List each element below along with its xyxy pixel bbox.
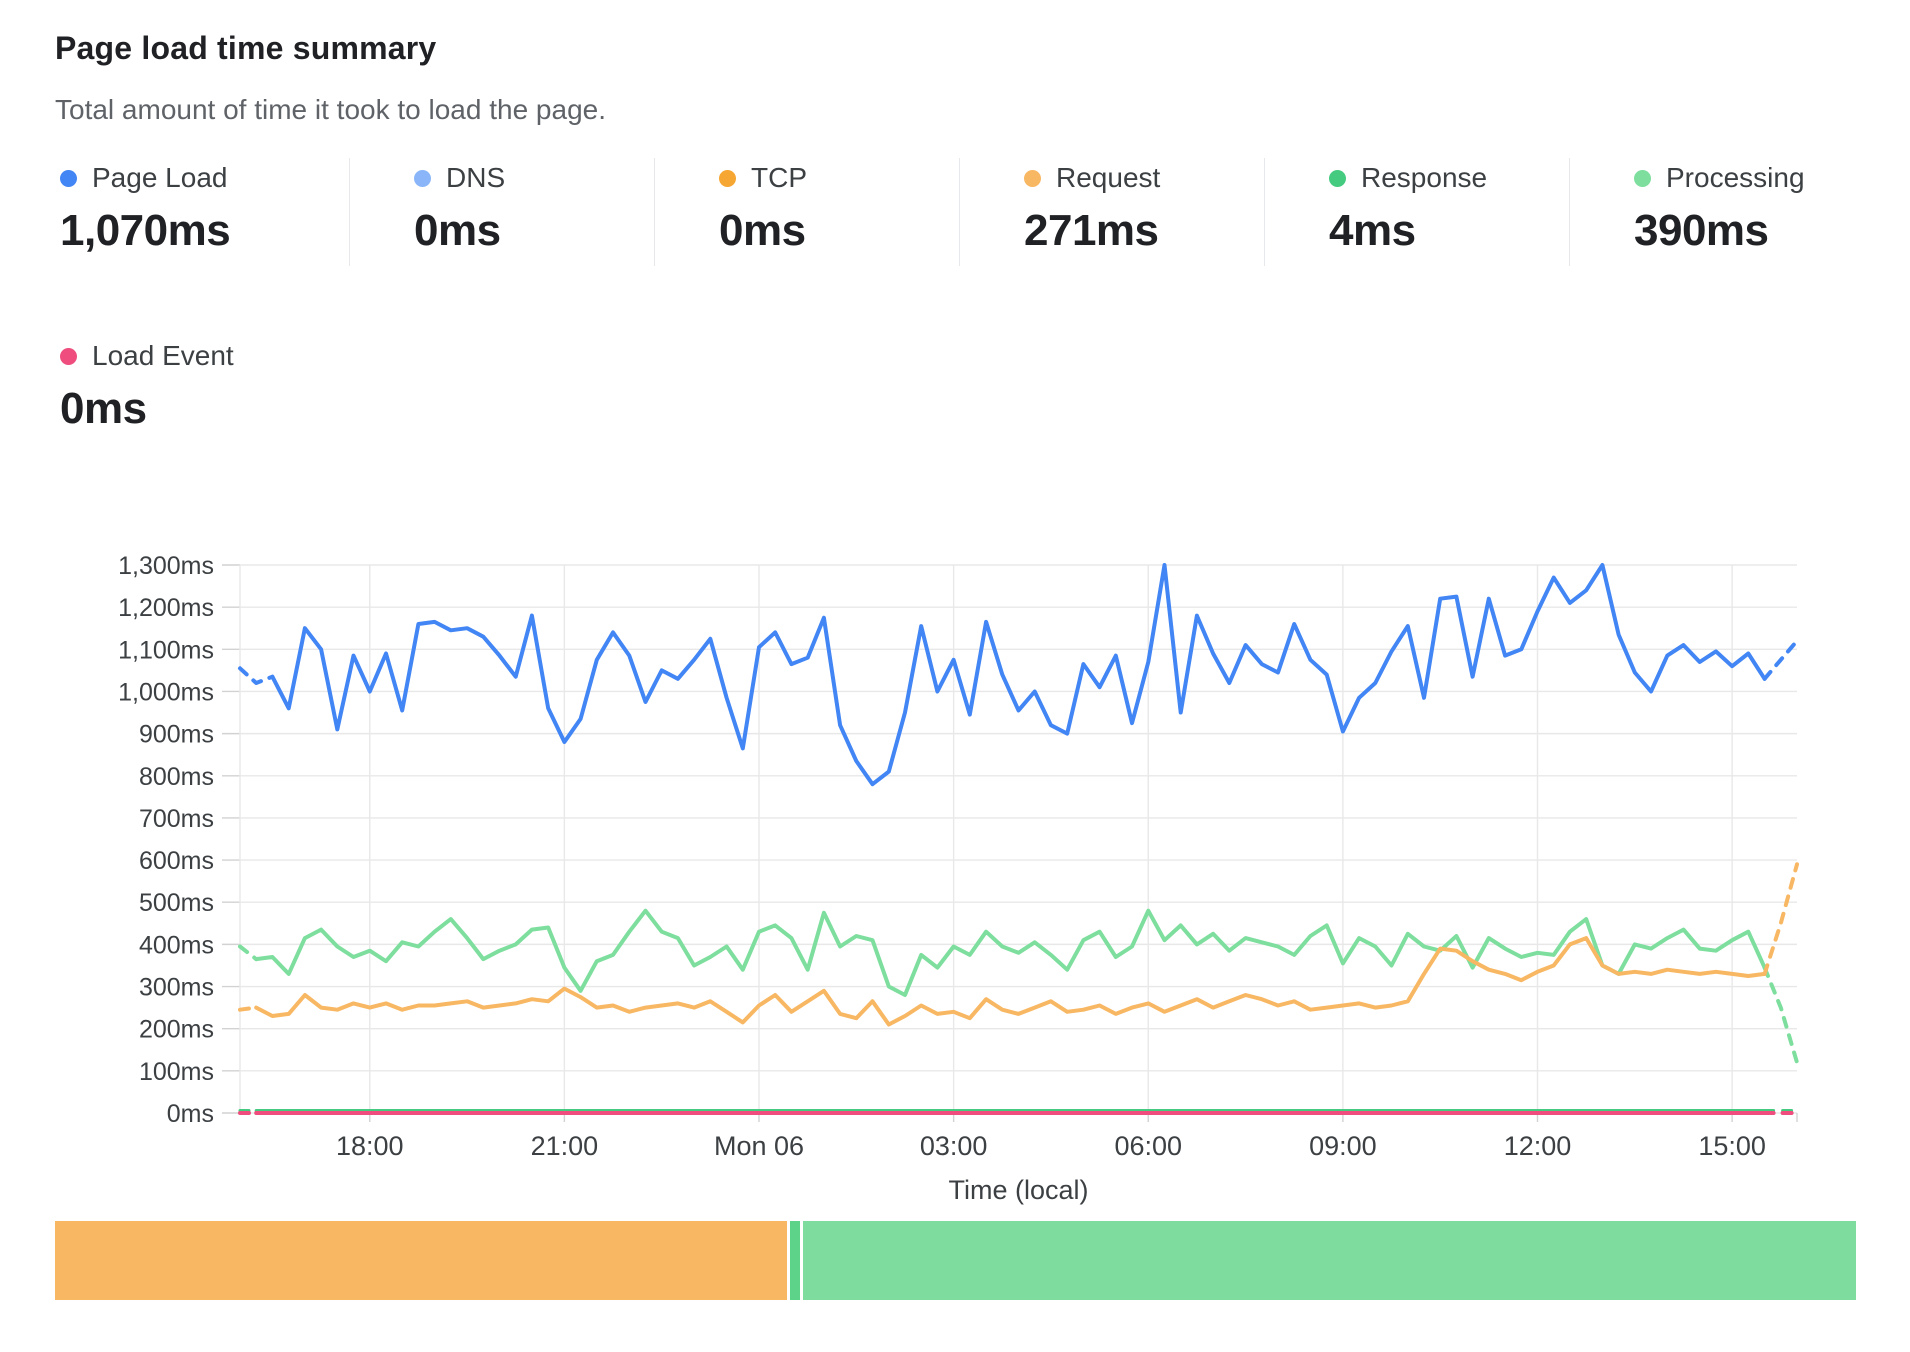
series-page-load-dashed-start xyxy=(238,666,275,685)
metric-label: Page Load xyxy=(92,162,228,193)
y-axis-label: 1,100ms xyxy=(118,636,214,664)
y-axis-label: 500ms xyxy=(139,889,214,917)
page-title: Page load time summary xyxy=(55,30,437,66)
metric-value: 390ms xyxy=(1634,206,1769,255)
y-axis-label: 1,000ms xyxy=(118,678,214,706)
x-axis-label: 06:00 xyxy=(1114,1131,1182,1161)
metric-load-event: Load Event 0ms xyxy=(44,336,234,444)
metric-value: 271ms xyxy=(1024,206,1159,255)
metric-value: 0ms xyxy=(719,206,806,255)
metric-response: Response 4ms xyxy=(1264,158,1569,266)
x-axis-label: Mon 06 xyxy=(714,1131,804,1161)
metric-tcp: TCP 0ms xyxy=(654,158,959,266)
response-legend-dot-icon xyxy=(1329,169,1346,187)
x-axis-title: Time (local) xyxy=(948,1175,1088,1205)
metric-value: 0ms xyxy=(414,206,501,255)
y-axis-label: 300ms xyxy=(139,974,214,1002)
metric-label: Load Event xyxy=(92,340,234,371)
series-processing-dashed-start xyxy=(238,944,259,962)
metric-value: 1,070ms xyxy=(60,206,231,255)
x-axis-label: 12:00 xyxy=(1504,1131,1572,1161)
breakdown-segment-request[interactable] xyxy=(55,1221,787,1300)
metrics-row: Page Load 1,070ms DNS 0ms TCP 0ms Reques… xyxy=(44,158,1874,266)
metric-value: 4ms xyxy=(1329,206,1416,255)
breakdown-segment-processing[interactable] xyxy=(803,1221,1856,1300)
y-axis-label: 1,200ms xyxy=(118,594,214,622)
metric-label: Response xyxy=(1361,162,1488,193)
breakdown-segment-response[interactable] xyxy=(789,1221,801,1300)
metric-request: Request 271ms xyxy=(959,158,1264,266)
x-axis-label: 15:00 xyxy=(1698,1131,1766,1161)
x-axis-label: 18:00 xyxy=(336,1131,404,1161)
y-axis-label: 700ms xyxy=(139,805,214,833)
processing-legend-dot-icon xyxy=(1634,169,1651,187)
y-axis-label: 0ms xyxy=(167,1100,214,1128)
y-axis-label: 200ms xyxy=(139,1016,214,1044)
metric-value: 0ms xyxy=(60,384,147,433)
timeseries-chart[interactable]: 0ms 100ms 200ms 300ms 400ms 500ms 600ms 700ms 80… xyxy=(0,430,1910,1220)
series-request-line xyxy=(254,936,1767,1027)
y-axis-label: 600ms xyxy=(139,847,214,875)
metric-label: Processing xyxy=(1666,162,1805,193)
x-axis-label: 09:00 xyxy=(1309,1131,1377,1161)
metric-dns: DNS 0ms xyxy=(349,158,654,266)
y-axis-label: 100ms xyxy=(139,1058,214,1086)
request-legend-dot-icon xyxy=(1024,169,1041,187)
y-axis-label: 400ms xyxy=(139,931,214,959)
x-axis-label: 03:00 xyxy=(920,1131,988,1161)
load-time-breakdown-bar xyxy=(55,1221,1856,1300)
metric-label: TCP xyxy=(751,162,807,193)
series-page-load-line xyxy=(270,563,1767,787)
y-axis-label: 900ms xyxy=(139,721,214,749)
y-axis-label: 1,300ms xyxy=(118,552,214,580)
dns-legend-dot-icon xyxy=(414,169,431,187)
chart-svg[interactable]: 0ms 100ms 200ms 300ms 400ms 500ms 600ms 700ms 80… xyxy=(0,430,1910,1220)
metric-processing: Processing 390ms xyxy=(1569,158,1874,266)
series-request-dashed-end xyxy=(1762,862,1799,976)
page-load-legend-dot-icon xyxy=(60,169,77,187)
x-axis-label: 21:00 xyxy=(531,1131,599,1161)
metric-label: DNS xyxy=(446,162,506,193)
series-processing-dashed-end xyxy=(1762,965,1799,1065)
metric-label: Request xyxy=(1056,162,1161,193)
page-subtitle: Total amount of time it took to load the… xyxy=(55,94,607,125)
series-page-load-dashed-end xyxy=(1762,638,1799,681)
series-processing-line xyxy=(254,908,1767,997)
metric-page-load: Page Load 1,070ms xyxy=(44,158,349,266)
y-axis-label: 800ms xyxy=(139,763,214,791)
load-event-legend-dot-icon xyxy=(60,347,77,365)
tcp-legend-dot-icon xyxy=(719,169,736,187)
series-request-dashed-start xyxy=(238,1005,259,1012)
